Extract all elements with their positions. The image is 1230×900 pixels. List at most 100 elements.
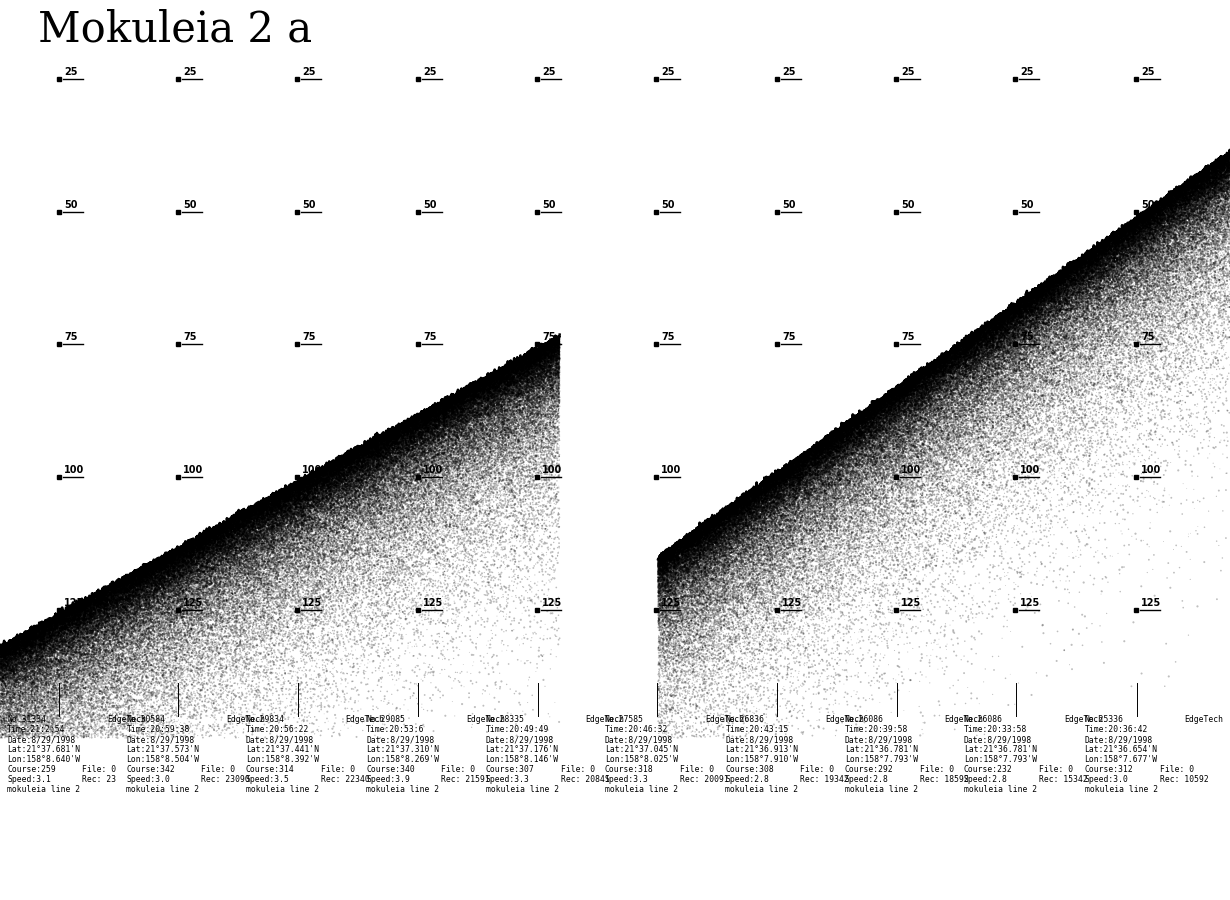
Point: [723, 554, 743, 568]
Point: [908, 448, 927, 463]
Point: [187, 650, 207, 664]
Point: [471, 383, 491, 398]
Point: [395, 453, 415, 467]
Point: [36, 651, 55, 665]
Point: [545, 354, 565, 368]
Point: [364, 446, 384, 461]
Point: [411, 475, 430, 490]
Point: [79, 611, 98, 625]
Point: [153, 617, 172, 632]
Point: [983, 464, 1002, 478]
Point: [1082, 293, 1102, 308]
Point: [155, 623, 175, 637]
Point: [210, 620, 230, 634]
Point: [876, 487, 895, 501]
Point: [533, 390, 552, 404]
Point: [760, 632, 780, 646]
Point: [490, 373, 509, 387]
Point: [663, 552, 683, 566]
Point: [133, 580, 153, 594]
Point: [1183, 174, 1203, 188]
Point: [1215, 156, 1230, 170]
Point: [758, 496, 777, 510]
Point: [330, 480, 349, 494]
Point: [534, 392, 554, 406]
Point: [531, 345, 551, 359]
Point: [1145, 231, 1165, 246]
Point: [1010, 309, 1030, 323]
Point: [956, 367, 975, 382]
Point: [931, 381, 951, 395]
Point: [1191, 270, 1210, 284]
Point: [416, 417, 435, 431]
Point: [315, 535, 335, 549]
Point: [1071, 292, 1091, 307]
Point: [1123, 331, 1143, 346]
Point: [1132, 473, 1151, 488]
Point: [1161, 208, 1181, 222]
Point: [914, 395, 934, 410]
Point: [422, 493, 442, 508]
Point: [1210, 155, 1230, 169]
Point: [267, 517, 287, 531]
Point: [934, 404, 953, 419]
Point: [1050, 423, 1070, 437]
Point: [80, 598, 100, 612]
Point: [502, 473, 522, 488]
Point: [1049, 308, 1069, 322]
Point: [1210, 326, 1230, 340]
Point: [310, 489, 330, 503]
Point: [1155, 212, 1175, 227]
Point: [962, 338, 982, 353]
Point: [807, 492, 827, 507]
Point: [1129, 269, 1149, 284]
Point: [191, 594, 210, 608]
Point: [77, 599, 97, 614]
Point: [487, 439, 507, 454]
Point: [1122, 247, 1141, 261]
Point: [183, 599, 203, 614]
Point: [1097, 280, 1117, 294]
Point: [298, 485, 317, 500]
Point: [102, 644, 122, 659]
Point: [519, 354, 539, 368]
Point: [866, 518, 886, 532]
Point: [225, 516, 245, 530]
Point: [1012, 419, 1032, 434]
Point: [859, 410, 878, 425]
Point: [739, 509, 759, 524]
Point: [1055, 294, 1075, 309]
Point: [1023, 300, 1043, 314]
Point: [244, 549, 263, 563]
Point: [1133, 345, 1153, 359]
Point: [277, 530, 296, 544]
Point: [808, 464, 828, 479]
Point: [1111, 231, 1130, 246]
Point: [1145, 247, 1165, 261]
Point: [187, 546, 207, 561]
Point: [299, 494, 319, 508]
Point: [1203, 195, 1223, 210]
Point: [999, 327, 1018, 341]
Point: [755, 487, 775, 501]
Point: [761, 530, 781, 544]
Point: [1039, 283, 1059, 297]
Point: [1, 641, 21, 655]
Point: [310, 464, 330, 479]
Point: [245, 508, 264, 522]
Point: [487, 385, 507, 400]
Point: [75, 611, 95, 625]
Point: [1215, 221, 1230, 236]
Point: [873, 454, 893, 469]
Point: [428, 517, 448, 531]
Point: [235, 514, 255, 528]
Point: [256, 497, 276, 511]
Point: [255, 578, 274, 592]
Point: [649, 555, 669, 570]
Point: [1077, 292, 1097, 307]
Point: [823, 436, 843, 451]
Point: [1208, 221, 1228, 236]
Point: [271, 487, 290, 501]
Point: [496, 448, 515, 463]
Point: [1149, 201, 1168, 215]
